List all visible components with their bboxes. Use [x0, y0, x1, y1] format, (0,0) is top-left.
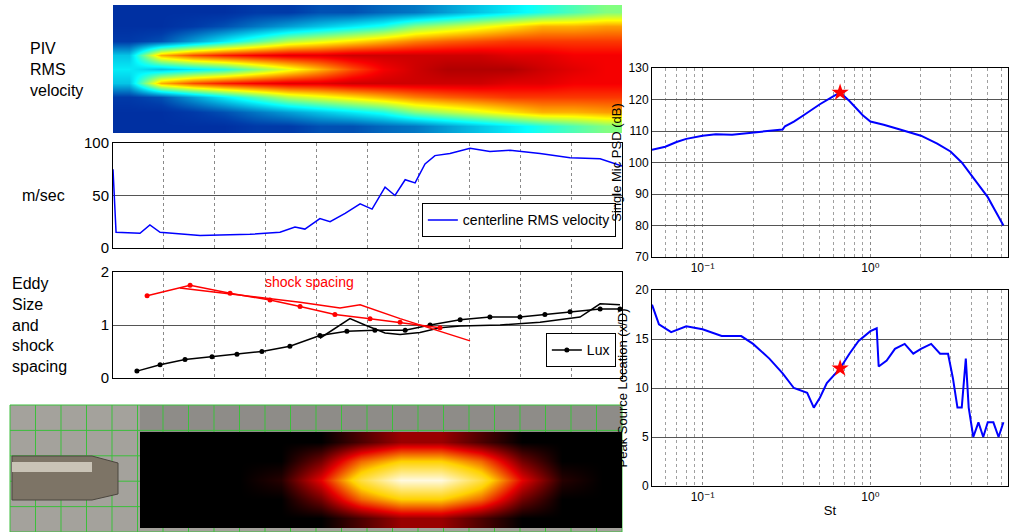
svg-text:80: 80 — [635, 219, 649, 233]
svg-text:centerline RMS velocity: centerline RMS velocity — [463, 212, 609, 228]
svg-text:70: 70 — [635, 250, 649, 264]
svg-text:110: 110 — [629, 124, 648, 138]
svg-text:15: 15 — [635, 332, 649, 346]
svg-text:0: 0 — [642, 479, 649, 493]
svg-text:Single Mic PSD (dB): Single Mic PSD (dB) — [609, 103, 624, 221]
svg-text:0: 0 — [101, 239, 109, 256]
svg-text:m/sec: m/sec — [22, 187, 65, 204]
svg-text:5: 5 — [642, 430, 649, 444]
svg-text:130: 130 — [629, 61, 649, 75]
svg-text:120: 120 — [629, 93, 649, 107]
svg-text:St: St — [824, 503, 837, 518]
svg-text:10⁻¹: 10⁻¹ — [691, 490, 715, 504]
svg-text:10⁻¹: 10⁻¹ — [691, 261, 715, 275]
svg-text:EddySizeandshockspacing: EddySizeandshockspacing — [12, 275, 67, 375]
svg-text:10: 10 — [635, 381, 649, 395]
svg-text:50: 50 — [92, 187, 109, 204]
svg-text:Lux: Lux — [587, 342, 610, 358]
svg-text:100: 100 — [629, 156, 649, 170]
svg-text:1: 1 — [101, 316, 109, 333]
svg-text:2: 2 — [101, 263, 109, 280]
svg-text:10⁰: 10⁰ — [861, 490, 879, 504]
svg-text:Peak Source Location (x/D): Peak Source Location (x/D) — [615, 309, 630, 468]
svg-text:20: 20 — [635, 283, 649, 297]
svg-text:10⁰: 10⁰ — [861, 261, 879, 275]
svg-text:PIVRMSvelocity: PIVRMSvelocity — [30, 40, 83, 99]
svg-text:0: 0 — [101, 369, 109, 386]
svg-text:shock spacing: shock spacing — [265, 274, 354, 290]
svg-text:100: 100 — [84, 134, 109, 151]
svg-text:90: 90 — [635, 187, 649, 201]
